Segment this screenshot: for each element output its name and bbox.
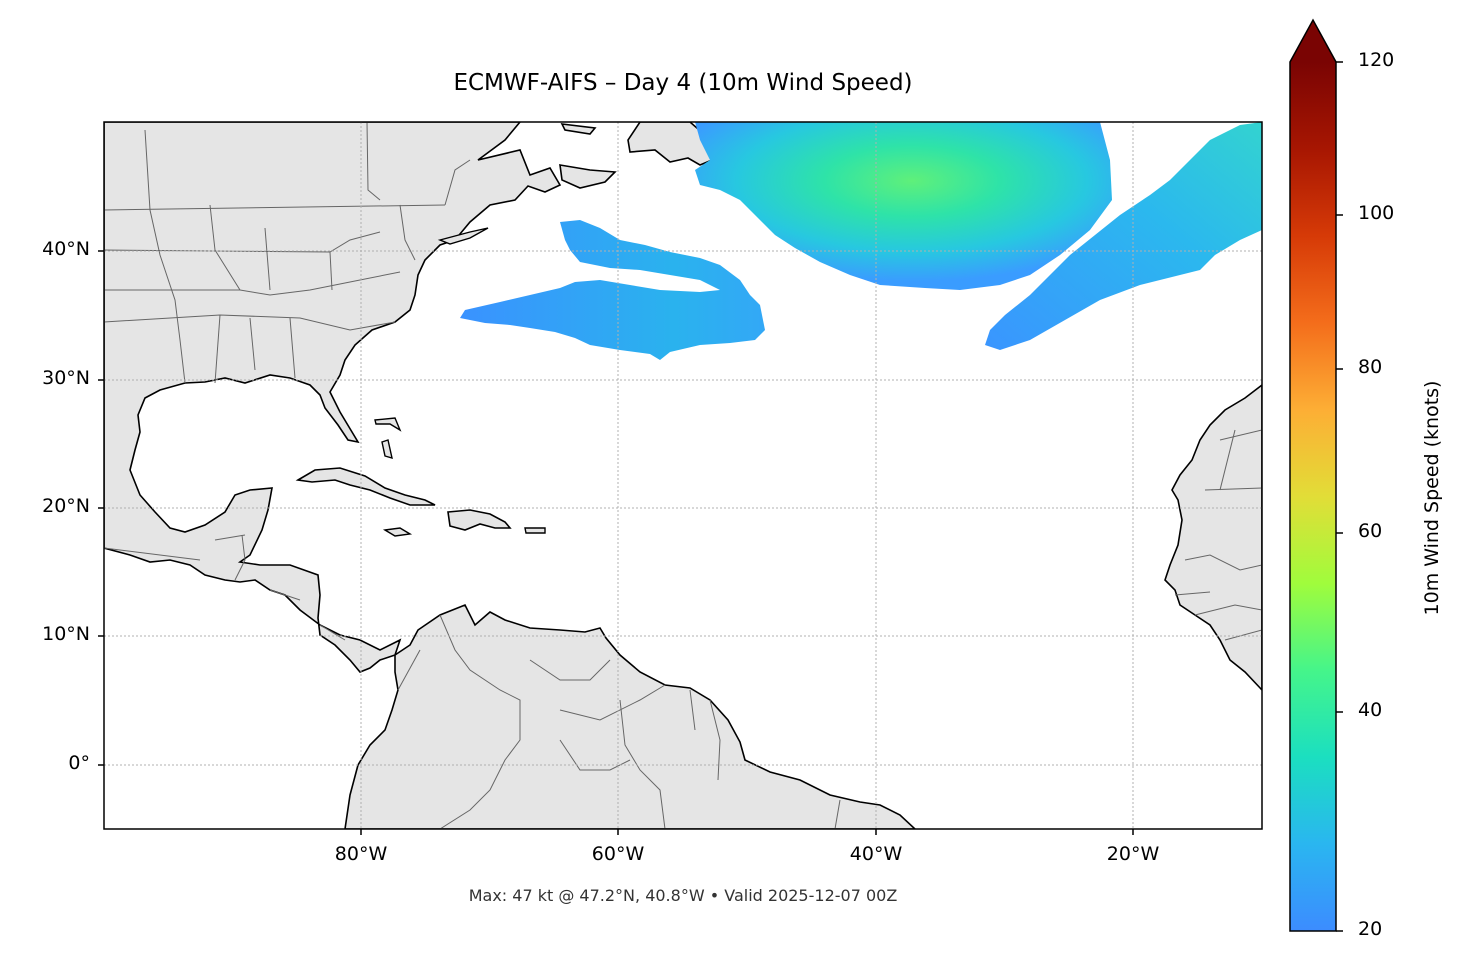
map-panel [104,122,1262,829]
land-hispaniola [447,509,512,531]
colorbar-tick-60: 60 [1358,520,1383,542]
map-frame [103,121,1263,830]
axis-ticks [98,250,1134,835]
map-footer: Max: 47 kt @ 47.2°N, 40.8°W • Valid 2025… [468,886,898,905]
colorbar [1289,18,1343,932]
lon-label-60w: 60°W [591,843,645,865]
colorbar-ramp [1290,62,1336,931]
map-title: ECMWF-AIFS – Day 4 (10m Wind Speed) [453,70,913,96]
lon-label-80w: 80°W [334,843,388,865]
colorbar-label: 10m Wind Speed (knots) [1421,380,1443,616]
colorbar-tick-100: 100 [1358,202,1395,224]
land-north-america [104,122,562,673]
land-cuba [295,467,436,506]
lon-label-20w: 20°W [1106,843,1160,865]
land-africa [1164,383,1262,692]
lat-label-30n: 30°N [42,367,90,389]
colorbar-tick-80: 80 [1358,356,1383,378]
lat-label-10n: 10°N [42,623,90,645]
land-jamaica [382,527,413,537]
borders [104,122,1262,829]
land-puerto-rico [524,527,546,534]
wind-field-east [985,122,1262,350]
colorbar-tick-120: 120 [1358,49,1395,71]
land-long-island [437,227,489,245]
lat-label-0: 0° [68,752,90,774]
land-bahamas [374,417,402,459]
land-nova-scotia [559,164,617,189]
lat-label-20n: 20°N [42,495,90,517]
colorbar-extend-arrow [1290,20,1336,62]
colorbar-tick-40: 40 [1358,699,1383,721]
land-anticosti [560,123,597,135]
wind-field-jet [695,122,1112,290]
colorbar-tick-20: 20 [1358,918,1383,940]
gridlines [104,122,1262,829]
lat-label-40n: 40°N [42,238,90,260]
lon-label-40w: 40°W [849,843,903,865]
wind-field-subtropical [460,220,765,360]
